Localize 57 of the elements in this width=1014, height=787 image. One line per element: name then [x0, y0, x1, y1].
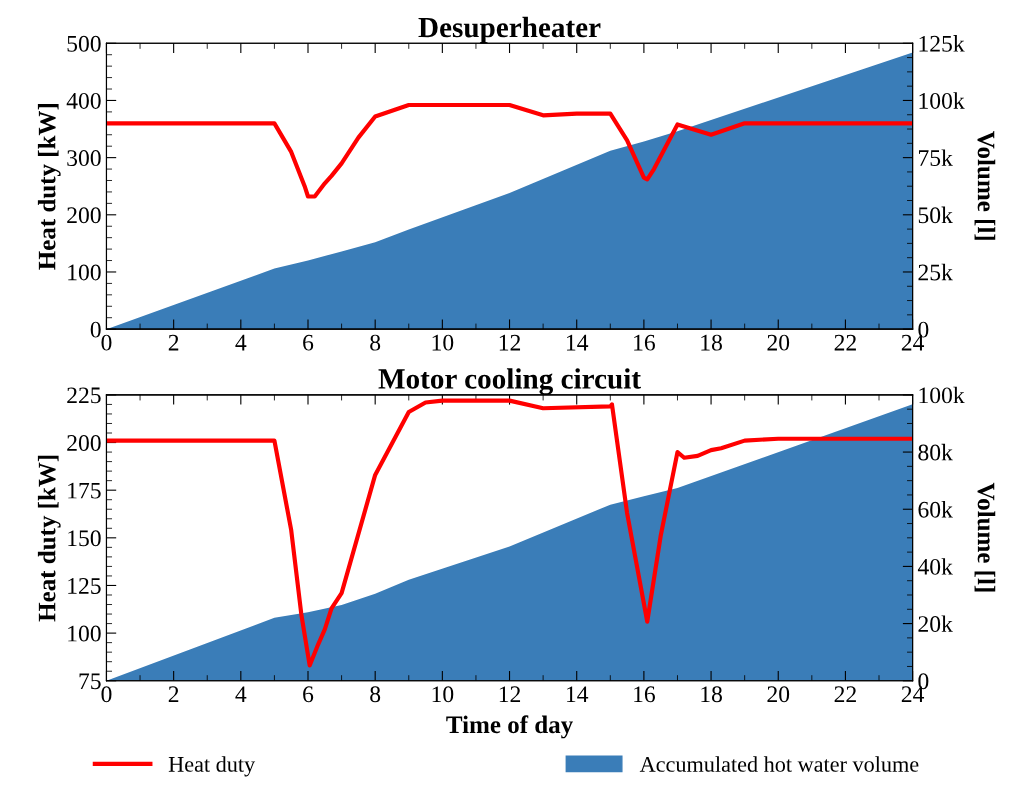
y-tick-label: 175 [68, 482, 101, 499]
x-tick-label: 0 [101, 686, 112, 703]
line-series [106, 102, 913, 199]
chart-title: Desuperheater [418, 16, 601, 44]
y-tick-label: 125 [68, 578, 101, 594]
x-tick-label: 20 [767, 686, 790, 703]
y-tick-label: 200 [67, 207, 101, 224]
x-tick-label: 12 [499, 686, 521, 702]
x-tick-label: 2 [168, 334, 179, 351]
y-tick-label: 75 [79, 673, 101, 690]
y-tick-label: 100 [68, 625, 101, 642]
x-axis-title: Time of day [446, 715, 573, 739]
x-tick-label: 22 [834, 334, 856, 351]
x-tick-label: 4 [235, 686, 247, 702]
x-tick-label: 8 [370, 334, 381, 351]
y2-tick-label: 125k [919, 35, 965, 52]
y-tick-label: 400 [66, 92, 101, 109]
y-axis-title: Heat duty [kW] [37, 104, 61, 270]
x-tick-label: 18 [701, 686, 722, 703]
x-tick-label: 16 [634, 686, 655, 703]
legend-label: Accumulated hot water volume [639, 756, 919, 772]
x-tick-label: 20 [767, 334, 790, 351]
y-tick-label: 300 [67, 150, 101, 167]
y-tick-label: 150 [68, 530, 101, 547]
y2-tick-label: 50k [918, 206, 953, 224]
y-tick-label: 200 [67, 435, 101, 451]
y-tick-label: 0 [90, 321, 101, 338]
x-tick-label: 8 [370, 686, 381, 703]
y-tick-label: 100 [68, 264, 101, 281]
chart-title: Motor cooling circuit [378, 368, 641, 395]
x-tick-label: 14 [566, 686, 589, 702]
y-axis-title: Heat duty [kW] [37, 455, 61, 622]
x-tick-label: 6 [303, 686, 314, 703]
y2-tick-label: 80k [918, 443, 953, 461]
y2-axis-title: Volume [l] [974, 131, 996, 240]
y2-tick-label: 75k [919, 149, 953, 167]
x-tick-label: 6 [303, 334, 314, 351]
x-tick-label: 4 [235, 334, 247, 351]
x-tick-label: 14 [566, 334, 589, 351]
x-tick-label: 10 [432, 334, 454, 351]
y2-tick-label: 25k [918, 263, 953, 281]
y2-axis-title: Volume [l] [974, 482, 996, 592]
y2-tick-label: 40k [917, 558, 953, 575]
x-tick-label: 0 [101, 334, 112, 351]
y-tick-label: 225 [67, 387, 101, 404]
legend-label: Heat duty [168, 756, 256, 777]
y2-tick-label: 20k [918, 615, 953, 633]
x-tick-label: 2 [168, 686, 179, 702]
x-tick-label: 18 [701, 334, 722, 351]
x-tick-label: 16 [634, 334, 655, 351]
y2-tick-label: 60k [918, 501, 953, 518]
x-tick-label: 12 [499, 334, 521, 351]
x-tick-label: 10 [432, 686, 454, 703]
y2-tick-label: 100k [919, 92, 965, 109]
x-tick-label: 22 [834, 686, 856, 702]
y-tick-label: 500 [67, 35, 101, 52]
y2-tick-label: 100k [919, 386, 965, 404]
